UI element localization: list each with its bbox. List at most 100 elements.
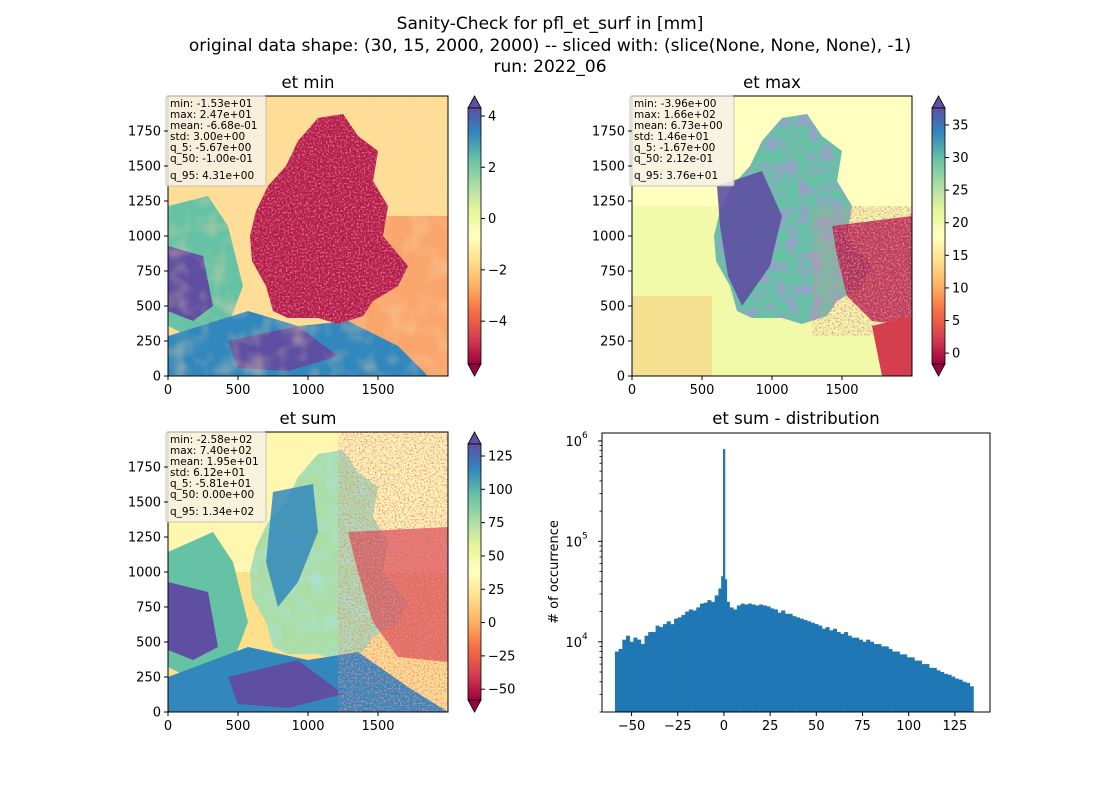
colorbar-tick-label: −2 xyxy=(488,263,507,278)
stat-line: q_5: -5.81e+01 xyxy=(170,478,251,490)
histogram-bar xyxy=(825,627,830,712)
stats-box-bg xyxy=(629,95,735,187)
histogram-bar xyxy=(633,637,638,712)
x-tick-label: 500 xyxy=(690,383,715,398)
stat-line: min: -1.53e+01 xyxy=(170,98,252,110)
y-tick-label: 750 xyxy=(136,601,161,616)
colorbar-tick-label: 25 xyxy=(488,583,505,598)
heatmap-alps-purple xyxy=(228,660,343,708)
histogram-bar xyxy=(729,607,734,712)
histogram-y-tick-base: 10 xyxy=(565,535,582,550)
y-tick-label: 1750 xyxy=(128,125,161,140)
histogram-bar xyxy=(906,657,911,712)
heatmap-et-min xyxy=(167,95,449,377)
stat-line: q_5: -1.67e+00 xyxy=(634,142,715,154)
histogram-bar xyxy=(892,651,897,712)
histogram-bar xyxy=(629,641,634,712)
histogram-bar xyxy=(648,632,653,712)
heatmap-region-blue xyxy=(266,484,318,607)
colorbar-et-sum: −50 −25 0 25 50 75 100 125 xyxy=(467,431,515,713)
stats-box-et-min: min: -1.53e+01 max: 2.47e+01 mean: -6.68… xyxy=(165,95,267,187)
histogram-x-tick-label: 50 xyxy=(808,719,825,734)
histogram-bar xyxy=(644,635,649,712)
histogram-bar xyxy=(888,648,893,712)
x-tick-label: 1500 xyxy=(361,719,394,734)
y-tick-label: 1750 xyxy=(592,125,625,140)
histogram-bar xyxy=(626,635,631,712)
histogram-bar xyxy=(965,682,971,712)
figure-suptitle: Sanity-Check for pfl_et_surf in [mm] ori… xyxy=(189,14,911,77)
x-tick-label: 1000 xyxy=(291,383,324,398)
axes-et-max: 0 500 1000 1500 0 250 500 750 1000 1250 1500 1750 xyxy=(592,125,859,399)
colorbar-gradient xyxy=(931,107,946,365)
histogram-x-tick-label: 100 xyxy=(896,719,921,734)
colorbar-tick-label: 10 xyxy=(952,281,969,296)
colorbar-extend-top xyxy=(467,431,482,445)
histogram-bar xyxy=(910,657,915,712)
colorbar-extend-bottom xyxy=(467,363,482,377)
histogram-bar xyxy=(803,619,808,712)
histogram-bar xyxy=(711,601,716,712)
y-tick-label: 500 xyxy=(136,300,161,315)
panel-et-min: et min min: -1.53e+01 max: 2.47e+01 mean… xyxy=(128,73,507,398)
y-tick-label: 250 xyxy=(136,671,161,686)
colorbar-tick-label: −25 xyxy=(488,649,515,664)
heatmap-east-speck xyxy=(812,206,912,336)
histogram-bar xyxy=(736,605,741,712)
colorbar-tick-label: 15 xyxy=(952,249,969,264)
histogram-bar xyxy=(685,611,690,712)
histogram-bar xyxy=(840,633,845,712)
heatmap-west-purple xyxy=(168,582,218,660)
stat-line: mean: 6.73e+00 xyxy=(634,120,723,132)
histogram-bar xyxy=(655,625,660,712)
histogram-bar xyxy=(818,625,823,712)
histogram-bar xyxy=(847,635,852,712)
histogram-bar xyxy=(829,630,834,712)
histogram-x-tick-label: 125 xyxy=(942,719,967,734)
histogram-bar xyxy=(707,600,712,712)
heatmap-southeast-red xyxy=(872,316,912,376)
histogram-bar xyxy=(940,672,945,712)
colorbar-tick-label: 50 xyxy=(488,549,505,564)
y-tick-label: 1750 xyxy=(128,461,161,476)
x-tick-label: 0 xyxy=(164,719,172,734)
histogram-bar xyxy=(766,606,771,712)
x-tick-label: 0 xyxy=(164,383,172,398)
histogram-bar xyxy=(724,579,728,712)
y-tick-label: 1000 xyxy=(128,566,161,581)
colorbar-tick-label: 0 xyxy=(488,616,496,631)
histogram-bar xyxy=(614,651,620,712)
colorbar-et-min: −4 −2 0 2 4 xyxy=(467,95,507,377)
histogram-bar xyxy=(862,641,867,712)
panel-histogram: et sum - distribution # of occurrence −5… xyxy=(547,409,991,734)
suptitle-line-1: Sanity-Check for pfl_et_surf in [mm] xyxy=(397,14,704,34)
panel-title-histogram: et sum - distribution xyxy=(712,409,879,428)
histogram-bar xyxy=(662,624,668,712)
stat-line: q_95: 4.31e+00 xyxy=(170,170,254,182)
histogram-bar xyxy=(718,588,722,712)
histogram-bar xyxy=(618,648,623,712)
colorbar-tick-label: 0 xyxy=(952,347,960,362)
panel-et-max: et max min: -3.96e+00 max: 1.66e+02 mean… xyxy=(592,73,969,398)
histogram-bar xyxy=(733,609,738,712)
y-tick-label: 0 xyxy=(153,370,161,385)
heatmap-region-purple xyxy=(717,171,782,306)
histogram-bar xyxy=(851,637,856,712)
panel-title-et-sum: et sum xyxy=(280,409,337,428)
colorbar-tick-label: 20 xyxy=(952,216,969,231)
histogram-bar xyxy=(744,604,749,712)
histogram-bar xyxy=(873,644,878,712)
histogram-bar xyxy=(747,603,753,712)
histogram-bar xyxy=(751,604,756,712)
y-tick-label: 1500 xyxy=(128,496,161,511)
y-tick-label: 0 xyxy=(153,706,161,721)
axes-et-min: 0 500 1000 1500 0 250 500 750 1000 1250 1500 1750 xyxy=(128,125,395,399)
histogram-bar xyxy=(659,627,664,712)
histogram-x-tick-label: 25 xyxy=(762,719,779,734)
stat-line: mean: 1.95e+01 xyxy=(170,456,259,468)
colorbar-gradient xyxy=(467,443,482,701)
histogram-bar xyxy=(947,674,952,712)
histogram-bar xyxy=(814,624,819,712)
stat-line: q_50: 2.12e-01 xyxy=(634,153,713,165)
histogram-bar xyxy=(962,681,967,712)
